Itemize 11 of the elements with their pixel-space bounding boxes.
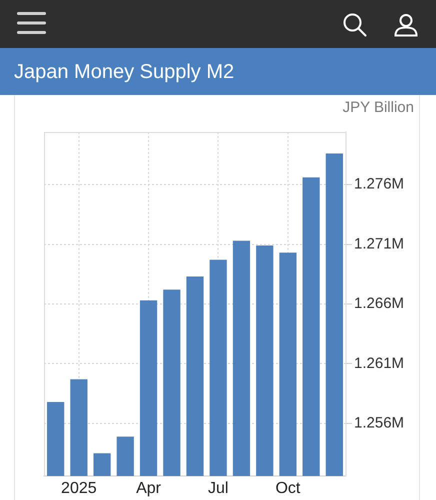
y-tick-label: 1.276M — [354, 176, 404, 193]
x-tick-label: 2025 — [61, 480, 97, 498]
y-tick-label: 1.256M — [354, 414, 404, 432]
x-tick-label: Oct — [275, 480, 301, 498]
y-tick-label: 1.266M — [354, 295, 404, 312]
y-tick-label: 1.261M — [354, 354, 404, 372]
chart-title: Japan Money Supply M2 — [14, 60, 234, 84]
y-axis-title: JPY Billion — [342, 99, 414, 117]
y-tick-label: 1.271M — [354, 235, 404, 252]
x-tick-label: Jul — [208, 480, 228, 498]
x-tick-label: Apr — [136, 480, 162, 498]
